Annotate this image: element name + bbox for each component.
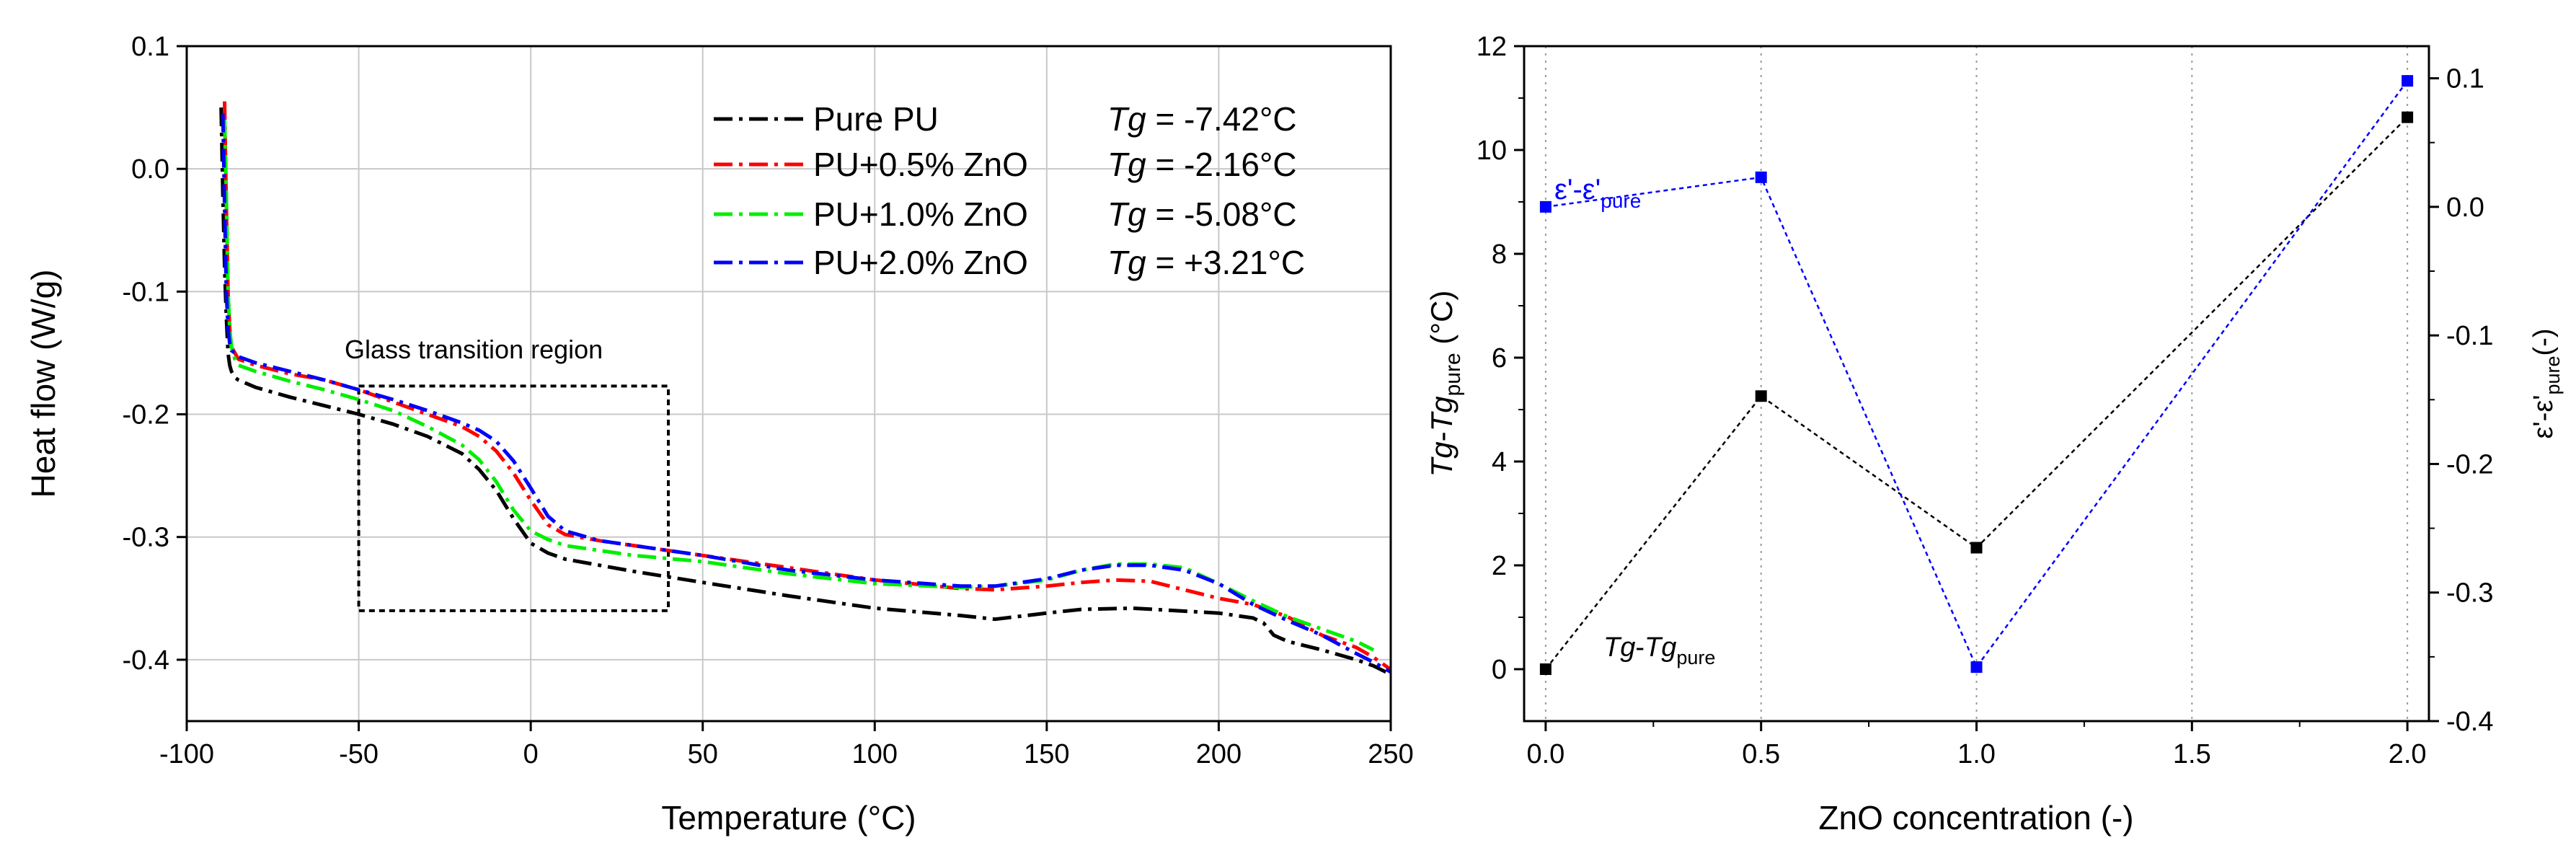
permittivity-difference-marker — [1755, 171, 1767, 183]
dsc-y-axis-label: Heat flow (W/g) — [25, 270, 62, 498]
glass-transition-dotted-box — [357, 384, 670, 612]
permittivity-difference-marker — [1970, 661, 1983, 674]
tg-difference-marker — [1970, 542, 1983, 554]
concentration-x-tick-label: 1.0 — [1957, 739, 1996, 769]
tg-y-ticks: 0 2 4 6 8 10 12 — [1477, 32, 1524, 685]
permittivity-y-tick-label: -0.3 — [2446, 578, 2493, 609]
tg-y-tick-label: 8 — [1492, 239, 1507, 270]
concentration-x-axis-label: ZnO concentration (-) — [1818, 799, 2133, 836]
dsc-series-group — [219, 101, 1392, 676]
concentration-x-tick-label: 0.5 — [1742, 739, 1780, 769]
dsc-series-pu-0.5-zno — [223, 101, 1392, 671]
dsc-plot-frame — [185, 45, 1392, 723]
legend-label-pure-pu: Pure PU — [813, 100, 939, 138]
tg-difference-marker — [2402, 111, 2414, 123]
dsc-series-pu-2.0-zno — [221, 113, 1392, 674]
dsc-y-tick-label: -0.4 — [123, 645, 169, 676]
blue-series-label: ε'-ε'pure — [1554, 174, 1641, 212]
permittivity-y-tick-label: -0.1 — [2446, 321, 2493, 351]
permittivity-difference-marker — [1539, 200, 1552, 213]
dsc-x-tick-label: -50 — [339, 739, 379, 769]
dsc-x-tick-label: 150 — [1024, 739, 1069, 769]
dsc-series-pure-pu — [219, 107, 1392, 676]
tg-permittivity-chart-panel: 0.0 0.5 1.0 1.5 2.0 0 2 4 6 8 10 12 0.1 0.0 -0.1 -0.2… — [1425, 32, 2564, 836]
legend-tg-pure-pu: Tg = -7.42°C — [1107, 100, 1297, 138]
concentration-x-tick-label: 1.5 — [2173, 739, 2211, 769]
dsc-y-ticks: 0.1 0.0 -0.1 -0.2 -0.3 -0.4 — [123, 32, 187, 676]
tg-y-tick-label: 12 — [1477, 32, 1507, 62]
dsc-y-tick-label: 0.1 — [131, 32, 169, 62]
legend-tg-pu-05: Tg = -2.16°C — [1107, 146, 1297, 183]
dsc-y-tick-label: -0.2 — [123, 400, 169, 430]
dsc-y-tick-label: 0.0 — [131, 154, 169, 185]
legend-tg-pu-10: Tg = -5.08°C — [1107, 195, 1297, 233]
dsc-x-tick-label: 0 — [523, 739, 539, 769]
concentration-series-group — [1539, 75, 2414, 675]
concentration-gridlines — [1544, 46, 2409, 721]
legend-label-pu-20: PU+2.0% ZnO — [813, 244, 1028, 281]
tg-y-tick-label: 6 — [1492, 343, 1507, 374]
tg-y-tick-label: 2 — [1492, 551, 1507, 581]
concentration-x-ticks: 0.0 0.5 1.0 1.5 2.0 — [1526, 721, 2427, 769]
permittivity-difference-marker — [2402, 75, 2414, 87]
legend-label-pu-05: PU+0.5% ZnO — [813, 146, 1028, 183]
dsc-x-tick-label: 50 — [688, 739, 718, 769]
permittivity-y-tick-label: -0.2 — [2446, 449, 2493, 480]
permittivity-y-ticks: 0.1 0.0 -0.1 -0.2 -0.3 -0.4 — [2429, 64, 2493, 737]
legend-label-pu-10: PU+1.0% ZnO — [813, 195, 1028, 233]
permittivity-difference-line — [1545, 80, 2409, 669]
dsc-x-axis-label: Temperature (°C) — [661, 799, 916, 836]
permittivity-y-tick-label: 0.0 — [2446, 193, 2484, 223]
legend-tg-pu-20: Tg = +3.21°C — [1107, 244, 1305, 281]
tg-difference-line — [1544, 116, 2408, 670]
black-series-label: Tg-Tgpure — [1603, 632, 1715, 668]
permittivity-y-tick-label: -0.4 — [2446, 707, 2493, 737]
dsc-legend: Pure PU Tg = -7.42°C PU+0.5% ZnO Tg = -2… — [714, 100, 1305, 281]
dsc-y-tick-label: -0.1 — [123, 277, 169, 307]
concentration-x-tick-label: 2.0 — [2389, 739, 2427, 769]
tg-y-tick-label: 0 — [1492, 655, 1507, 685]
permittivity-y-tick-label: 0.1 — [2446, 64, 2484, 94]
dsc-x-tick-label: 200 — [1196, 739, 1241, 769]
dsc-y-tick-label: -0.3 — [123, 523, 169, 553]
tg-y-tick-label: 10 — [1477, 136, 1507, 166]
concentration-x-tick-label: 0.0 — [1526, 739, 1564, 769]
dsc-x-tick-label: 250 — [1368, 739, 1413, 769]
tg-y-axis-label: Tg-Tgpure (°C) — [1425, 291, 1465, 477]
dsc-x-ticks: -100 -50 0 50 100 150 200 250 — [159, 721, 1414, 769]
tg-difference-marker — [1539, 663, 1552, 675]
dsc-chart-panel: -100 -50 0 50 100 150 200 250 0.1 0.0 -0.1 -0.2 -0.… — [25, 32, 1414, 836]
dsc-x-tick-label: -100 — [159, 739, 214, 769]
glass-transition-box — [357, 384, 670, 612]
glass-transition-label: Glass transition region — [345, 335, 603, 364]
tg-difference-marker — [1755, 390, 1767, 402]
tg-y-tick-label: 4 — [1492, 447, 1507, 477]
dsc-x-tick-label: 100 — [852, 739, 898, 769]
dsc-gridlines — [187, 46, 1391, 721]
dsc-series-pu-1.0-zno — [223, 120, 1375, 652]
permittivity-y-axis-label: ε'-ε'pure(-) — [2528, 328, 2564, 438]
